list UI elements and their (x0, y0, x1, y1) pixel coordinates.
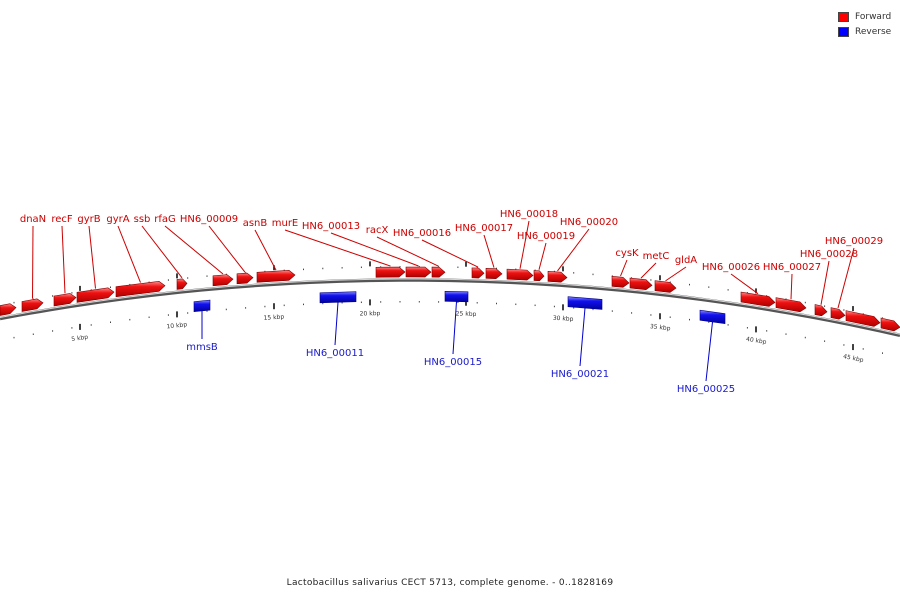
gene-label-asnB: asnB (243, 218, 268, 229)
gene-label-racX: racX (366, 225, 389, 236)
tick-label: 45 kbp (842, 353, 864, 364)
forward-gene-murE[interactable] (375, 266, 406, 278)
forward-gene-racX[interactable] (431, 266, 446, 278)
gene-label-mmsB: mmsB (186, 342, 218, 353)
forward-gene[interactable] (0, 303, 17, 316)
forward-gene-HN6_00027[interactable] (775, 297, 807, 313)
forward-gene-gyrA[interactable] (115, 281, 166, 298)
reverse-gene-HN6_00011[interactable] (319, 291, 357, 304)
tick-label: 35 kbp (650, 323, 671, 332)
forward-swatch (838, 11, 849, 22)
forward-gene-HN6_00016[interactable] (471, 267, 485, 279)
reverse-gene-HN6_00015[interactable] (444, 290, 469, 303)
gene-label-HN6_00015: HN6_00015 (424, 357, 482, 368)
forward-gene-asnB[interactable] (256, 270, 296, 283)
forward-gene-HN6_00013[interactable] (405, 266, 432, 278)
reverse-gene-mmsB[interactable] (193, 299, 211, 312)
gene-label-HN6_00025: HN6_00025 (677, 384, 735, 395)
gene-label-HN6_00017: HN6_00017 (455, 223, 513, 234)
tick-label: 5 kbp (71, 334, 89, 343)
reverse-swatch (838, 26, 849, 37)
reverse-gene-HN6_00025[interactable] (699, 309, 726, 325)
forward-gene-HN6_00020[interactable] (547, 271, 568, 283)
genome-caption: Lactobacillus salivarius CECT 5713, comp… (286, 578, 614, 588)
gene-label-HN6_00027: HN6_00027 (763, 262, 821, 273)
tick-label: 30 kbp (553, 315, 574, 323)
forward-gene-HN6_00029[interactable] (830, 307, 846, 320)
legend-forward: Forward (838, 9, 891, 24)
gene-label-murE: murE (272, 218, 299, 229)
gene-label-gldA: gldA (675, 255, 697, 266)
gene-label-cysK: cysK (615, 248, 639, 259)
forward-gene[interactable] (845, 310, 881, 327)
gene-label-gyrB: gyrB (77, 214, 100, 225)
gene-label-HN6_00013: HN6_00013 (302, 221, 360, 232)
legend-forward-label: Forward (855, 11, 892, 22)
forward-gene-recF[interactable] (53, 293, 77, 307)
gene-label-dnaN: dnaN (20, 214, 46, 225)
gene-label-HN6_00009: HN6_00009 (180, 214, 238, 225)
gene-label-HN6_00020: HN6_00020 (560, 217, 618, 228)
forward-gene-metC[interactable] (629, 277, 653, 291)
tick-label: 40 kbp (745, 336, 767, 346)
tick-label: 25 kbp (456, 310, 477, 318)
gene-label-recF: recF (51, 214, 73, 225)
gene-label-HN6_00016: HN6_00016 (393, 228, 451, 239)
gene-label-HN6_00018: HN6_00018 (500, 209, 558, 220)
forward-gene-HN6_00019[interactable] (533, 270, 545, 282)
tick-label: 15 kbp (263, 314, 284, 322)
gene-label-metC: metC (643, 251, 670, 262)
legend: Forward Reverse (838, 9, 891, 39)
forward-gene-HN6_00018[interactable] (506, 268, 534, 281)
legend-reverse-label: Reverse (855, 26, 892, 37)
forward-gene-HN6_00009[interactable] (236, 272, 254, 285)
gene-label-HN6_00019: HN6_00019 (517, 231, 575, 242)
forward-gene-HN6_00026[interactable] (740, 291, 776, 307)
forward-gene[interactable] (880, 317, 900, 332)
gene-label-HN6_00021: HN6_00021 (551, 369, 609, 380)
forward-gene-ssb[interactable] (176, 278, 188, 290)
forward-gene-dnaN[interactable] (21, 298, 44, 312)
forward-gene-gyrB[interactable] (76, 287, 115, 303)
gene-label-ssb: ssb (134, 214, 151, 225)
gene-label-HN6_00026: HN6_00026 (702, 262, 760, 273)
forward-gene-HN6_00028[interactable] (814, 304, 828, 317)
tick-label: 10 kbp (166, 321, 187, 330)
legend-reverse: Reverse (838, 24, 891, 39)
gene-label-rfaG: rfaG (154, 214, 176, 225)
genome-backbone (0, 278, 900, 337)
gene-label-HN6_00029: HN6_00029 (825, 236, 883, 247)
forward-gene-HN6_00017[interactable] (485, 268, 503, 279)
forward-gene-gldA[interactable] (654, 280, 677, 293)
gene-label-gyrA: gyrA (106, 214, 129, 225)
gene-label-HN6_00011: HN6_00011 (306, 348, 364, 359)
forward-gene-cysK[interactable] (611, 275, 630, 288)
gene-label-HN6_00028: HN6_00028 (800, 249, 858, 260)
forward-gene-rfaG[interactable] (212, 274, 234, 287)
reverse-gene-HN6_00021[interactable] (567, 296, 603, 310)
tick-label: 20 kbp (360, 310, 381, 317)
